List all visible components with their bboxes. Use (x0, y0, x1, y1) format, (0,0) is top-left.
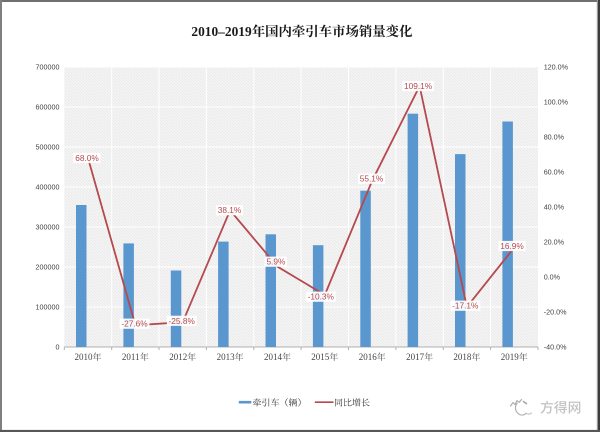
svg-text:109.1%: 109.1% (404, 81, 433, 91)
svg-text:2013: 2013 (217, 352, 236, 362)
svg-text:2010: 2010 (75, 352, 94, 362)
svg-text:-27.6%: -27.6% (121, 319, 148, 329)
svg-text:2012: 2012 (169, 352, 187, 362)
svg-text:120.0%: 120.0% (544, 62, 569, 71)
svg-text:2018: 2018 (453, 352, 472, 362)
svg-text:60.0%: 60.0% (544, 167, 565, 176)
svg-text:-17.1%: -17.1% (452, 301, 479, 311)
svg-text:55.1%: 55.1% (360, 174, 384, 184)
svg-text:68.0%: 68.0% (75, 153, 99, 163)
svg-text:100.0%: 100.0% (544, 97, 569, 106)
svg-text:400000: 400000 (36, 182, 60, 191)
svg-text:600000: 600000 (36, 102, 60, 111)
svg-text:-10.3%: -10.3% (308, 292, 335, 302)
svg-text:38.1%: 38.1% (218, 205, 242, 215)
svg-text:0: 0 (56, 342, 60, 351)
svg-text:100000: 100000 (36, 302, 60, 311)
svg-text:40.0%: 40.0% (544, 202, 565, 211)
svg-text:-20.0%: -20.0% (544, 307, 567, 316)
svg-text:200000: 200000 (36, 262, 60, 271)
svg-text:2017: 2017 (406, 352, 425, 362)
svg-text:-40.0%: -40.0% (544, 342, 567, 351)
svg-text:2014: 2014 (264, 352, 283, 362)
svg-text:80.0%: 80.0% (544, 132, 565, 141)
svg-text:2015: 2015 (311, 352, 330, 362)
svg-text:2016: 2016 (359, 352, 378, 362)
svg-text:2011: 2011 (122, 352, 140, 362)
svg-text:300000: 300000 (36, 222, 60, 231)
svg-text:2019: 2019 (501, 352, 520, 362)
svg-text:0.0%: 0.0% (544, 272, 561, 281)
svg-text:16.9%: 16.9% (500, 241, 524, 251)
svg-text:500000: 500000 (36, 142, 60, 151)
svg-text:5.9%: 5.9% (266, 257, 286, 267)
svg-text:700000: 700000 (36, 62, 60, 71)
svg-text:-25.8%: -25.8% (169, 316, 196, 326)
svg-text:2010–2019: 2010–2019 (191, 24, 252, 39)
svg-text:20.0%: 20.0% (544, 237, 565, 246)
